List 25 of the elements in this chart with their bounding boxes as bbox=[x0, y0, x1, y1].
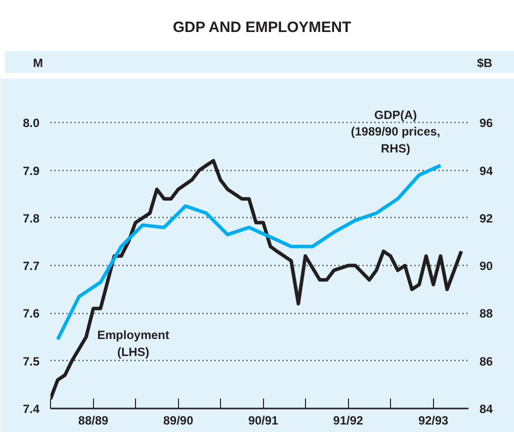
x-tick-label: 88/89 bbox=[78, 414, 109, 428]
y2-tick-label: 88 bbox=[480, 306, 494, 321]
y2-tick-label: 92 bbox=[480, 211, 494, 226]
y-tick-label: 7.6 bbox=[22, 306, 40, 321]
y2-tick-label: 94 bbox=[480, 164, 494, 178]
series-label: Employment (LHS) bbox=[97, 328, 170, 359]
y-axis-title: M bbox=[33, 55, 43, 72]
y2-tick-label: 90 bbox=[480, 259, 494, 274]
y-tick-label: 7.5 bbox=[22, 354, 40, 368]
y2-tick-label: 96 bbox=[480, 116, 494, 130]
x-tick-label: 91/92 bbox=[333, 414, 364, 428]
y-tick-label: 7.4 bbox=[22, 402, 40, 416]
y2-tick-label: 86 bbox=[480, 354, 494, 368]
y-tick-label: 8.0 bbox=[22, 116, 40, 130]
x-tick-label: 89/90 bbox=[163, 414, 194, 428]
series-label: GDP(A) (1989/90 prices, RHS) bbox=[350, 108, 440, 156]
y-tick-label: 7.7 bbox=[22, 259, 40, 274]
line-series bbox=[56, 164, 442, 342]
chart-title: GDP AND EMPLOYMENT bbox=[172, 18, 352, 38]
y-tick-label: 7.9 bbox=[22, 164, 40, 178]
y2-tick-label: 84 bbox=[480, 402, 494, 416]
x-tick-label: 92/93 bbox=[418, 414, 449, 428]
y-tick-label: 7.8 bbox=[22, 211, 40, 226]
y2-axis-title: $B bbox=[477, 55, 492, 72]
x-tick-label: 90/91 bbox=[248, 414, 279, 428]
